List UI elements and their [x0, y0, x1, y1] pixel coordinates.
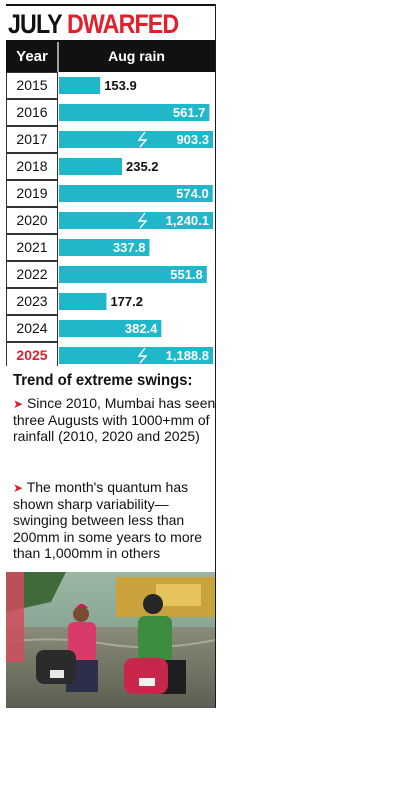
infographic-card: JULY DWARFED Year Aug rain 2015 153.9 2016 56… — [6, 4, 216, 708]
year-label: 2016 — [16, 104, 47, 120]
trend-bullet-1-text: Since 2010, Mumbai has seen three August… — [13, 395, 216, 445]
year-cell — [6, 261, 58, 288]
year-cell — [6, 72, 58, 99]
bar — [59, 77, 101, 94]
axis-break-icon — [137, 347, 148, 364]
header-aug-rain: Aug rain — [108, 48, 165, 64]
person-2 — [138, 616, 172, 662]
data-label: 1,240.1 — [166, 213, 209, 228]
axis-break-icon — [137, 131, 148, 148]
year-cell — [6, 288, 58, 315]
bar — [59, 158, 122, 175]
bar — [59, 239, 150, 256]
bar — [59, 320, 162, 337]
year-cell — [6, 315, 58, 342]
scooter-1 — [36, 650, 76, 684]
data-label: 177.2 — [110, 294, 143, 309]
bar — [59, 131, 213, 148]
bar — [59, 266, 207, 283]
bar — [59, 212, 213, 229]
year-label: 2023 — [16, 293, 47, 309]
title-part-1: JULY — [8, 9, 62, 39]
year-label: 2022 — [16, 266, 47, 282]
year-label: 2019 — [16, 185, 47, 201]
year-cell — [6, 99, 58, 126]
trend-heading: Trend of extreme swings: — [13, 372, 193, 389]
page-title: JULY DWARFED — [8, 7, 179, 41]
year-label: 2020 — [16, 212, 47, 228]
bar — [59, 347, 213, 364]
year-cell — [6, 342, 58, 366]
data-label: 561.7 — [173, 105, 206, 120]
year-label: 2024 — [16, 320, 47, 336]
bar — [59, 104, 210, 121]
year-cell — [6, 180, 58, 207]
top-rule — [6, 4, 215, 6]
trend-bullet-2-text: The month's quantum has shown sharp vari… — [13, 479, 203, 561]
year-cell — [6, 234, 58, 261]
axis-break-icon — [137, 212, 148, 229]
year-cell — [6, 153, 58, 180]
header-year: Year — [16, 48, 48, 65]
data-label: 903.3 — [176, 132, 209, 147]
year-cell — [6, 126, 58, 153]
header-row — [6, 40, 215, 72]
data-label: 235.2 — [126, 159, 159, 174]
flood-photo — [6, 572, 215, 707]
trend-bullet-1: ➤ Since 2010, Mumbai has seen three Augu… — [13, 395, 218, 445]
year-label: 2025 — [16, 347, 47, 363]
year-label: 2018 — [16, 158, 47, 174]
person-1 — [68, 622, 96, 662]
data-label: 337.8 — [113, 240, 146, 255]
year-cell — [6, 207, 58, 234]
title-part-2: DWARFED — [66, 9, 179, 39]
year-label: 2021 — [16, 239, 47, 255]
bar — [59, 293, 107, 310]
data-label: 551.8 — [170, 267, 203, 282]
year-label: 2017 — [16, 131, 47, 147]
trend-bullet-2: ➤ The month's quantum has shown sharp va… — [13, 479, 218, 561]
bar — [59, 185, 213, 202]
aug-rain-bar-chart: Year Aug rain 2015 153.9 2016 561.7 2017 903.3 2… — [6, 40, 215, 366]
year-label: 2015 — [16, 77, 47, 93]
data-label: 1,188.8 — [166, 348, 209, 363]
scooter-2 — [124, 658, 168, 694]
arrow-icon: ➤ — [13, 397, 24, 411]
data-label: 574.0 — [176, 186, 209, 201]
arrow-icon: ➤ — [13, 481, 24, 495]
data-label: 153.9 — [104, 78, 137, 93]
data-label: 382.4 — [125, 321, 158, 336]
